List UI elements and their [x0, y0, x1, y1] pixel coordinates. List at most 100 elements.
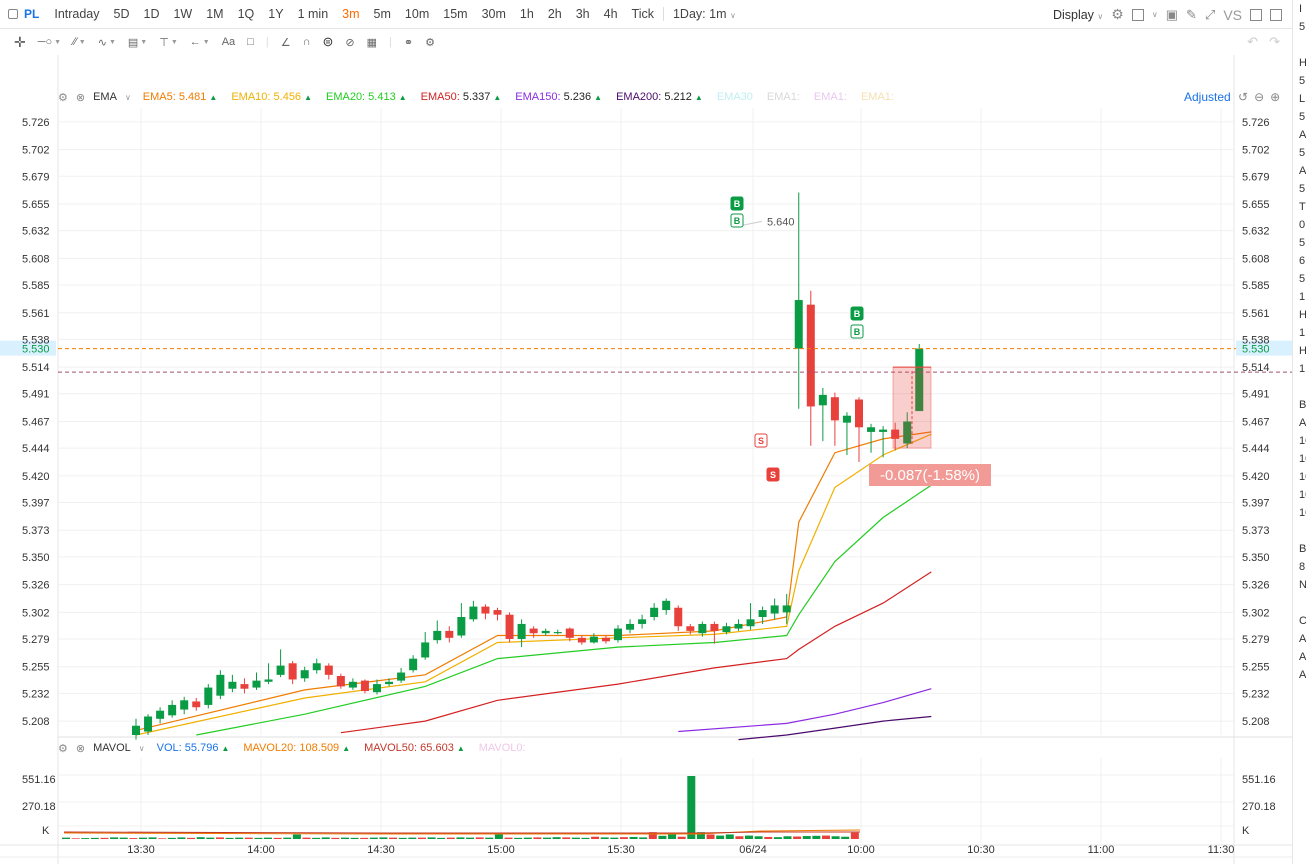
timeframe-1h[interactable]: 1h [519, 7, 534, 21]
gear-icon[interactable]: ⚙ [58, 742, 68, 755]
layout-icon[interactable] [1131, 8, 1144, 21]
minus-icon[interactable]: ⊖ [1254, 90, 1265, 104]
candle-body [782, 605, 791, 613]
timeframe-3m[interactable]: 3m [342, 7, 360, 21]
undo-icon[interactable]: ↶ [1247, 34, 1258, 49]
timeframe-1y[interactable]: 1Y [268, 7, 284, 21]
sidebar-toggle-icon[interactable] [1270, 8, 1282, 21]
timeframe-tick[interactable]: Tick [631, 7, 654, 21]
current-price-tag-left-text: 5.530 [22, 344, 50, 356]
crosshair-icon[interactable]: ✛ [14, 33, 26, 50]
chevron-down-icon[interactable]: ∨ [124, 92, 131, 102]
chevron-down-icon: ∨ [1097, 11, 1104, 21]
timeframe-5d[interactable]: 5D [113, 7, 130, 21]
ema-entry-value: 5.456 [270, 91, 302, 103]
volume-bar [754, 836, 763, 839]
chevron-down-icon[interactable]: ∨ [138, 743, 145, 753]
ema-entry: EMA5: 5.481 ▲ [143, 91, 218, 103]
timeframe-4h[interactable]: 4h [603, 7, 618, 21]
gear-icon[interactable]: ⚙ [1111, 6, 1124, 22]
chevron-down-icon[interactable]: ∨ [1151, 10, 1158, 19]
indicator-name[interactable]: EMA [93, 91, 117, 103]
timeframe-1w[interactable]: 1W [173, 7, 193, 21]
candle-body [529, 628, 538, 634]
timeframe-intraday[interactable]: Intraday [54, 7, 100, 21]
note-tool-icon[interactable]: □ [247, 36, 254, 48]
candle-body [505, 614, 514, 639]
price-tick-left: 5.444 [22, 443, 50, 455]
mavol-entry-label: VOL: [156, 742, 182, 754]
trend-tool-icon[interactable]: ∕∕ ▼ [73, 36, 86, 48]
right-panel-item: 5 [1299, 21, 1306, 33]
right-panel-item: 5 [1299, 147, 1306, 159]
arrow-tool-icon[interactable]: ← ▼ [189, 36, 210, 48]
link-icon[interactable]: ⚭ [403, 36, 414, 49]
ema-entry-faded: EMA30 [716, 91, 753, 103]
volume-bar [119, 837, 128, 839]
candle-body [481, 606, 490, 614]
timeframe-1-min[interactable]: 1 min [297, 7, 329, 21]
reset-icon[interactable]: ↺ [1238, 90, 1249, 104]
adjusted-label[interactable]: Adjusted [1184, 90, 1231, 104]
lock-icon[interactable]: ⊜ [322, 34, 334, 49]
timeframe-15m[interactable]: 15m [443, 7, 468, 21]
volume-bar [158, 838, 167, 839]
adjusted-controls: Adjusted ↺ ⊖ ⊕ [1184, 88, 1280, 106]
line-tool-icon[interactable]: ─○ ▼ [37, 36, 62, 48]
fullscreen-icon[interactable]: ⤢ [1204, 6, 1216, 22]
redo-icon[interactable]: ↷ [1269, 34, 1280, 49]
delete-icon[interactable]: ▦ [366, 36, 377, 49]
right-panel-item: A [1299, 165, 1306, 177]
horizontal-line-icon[interactable]: ⊤ ▼ [159, 36, 178, 49]
timeframe-10m[interactable]: 10m [404, 7, 430, 21]
volume-bar [581, 837, 590, 839]
indicator-name[interactable]: MAVOL [93, 742, 131, 754]
fib-tool-icon[interactable]: ▤ ▼ [127, 36, 148, 49]
time-tick: 10:00 [847, 844, 875, 856]
camera-icon[interactable]: ▣ [1165, 6, 1178, 22]
gear-icon[interactable]: ⚙ [58, 91, 68, 104]
candle-body [734, 623, 743, 629]
candle-body [517, 623, 526, 639]
volume-bar [456, 837, 465, 839]
candle-body [276, 665, 285, 675]
time-tick: 13:30 [127, 844, 155, 856]
text-tool-icon[interactable]: Aa [221, 36, 236, 48]
timeframe-2h[interactable]: 2h [547, 7, 562, 21]
volume-bar [504, 837, 513, 839]
magnet-icon[interactable]: ∩ [302, 36, 311, 48]
volume-bar [610, 837, 619, 839]
close-icon[interactable]: ⊗ [75, 91, 86, 104]
volume-bar [187, 837, 196, 839]
menu-icon[interactable] [8, 9, 18, 19]
hide-icon[interactable]: ⊘ [345, 36, 355, 49]
candle-body [312, 663, 321, 671]
range-select[interactable]: 1Day: 1m ∨ [672, 7, 736, 21]
timeframe-3h[interactable]: 3h [575, 7, 590, 21]
close-icon[interactable]: ⊗ [75, 742, 86, 755]
pattern-tool-icon[interactable]: ∿ ▼ [97, 36, 116, 49]
up-arrow-icon: ▲ [594, 93, 603, 102]
timeframe-30m[interactable]: 30m [481, 7, 506, 21]
plus-icon[interactable]: ⊕ [1270, 90, 1281, 104]
book-icon[interactable] [1250, 8, 1262, 21]
timeframe-5m[interactable]: 5m [373, 7, 391, 21]
up-arrow-icon: ▲ [209, 93, 218, 102]
timeframe-1q[interactable]: 1Q [237, 7, 255, 21]
timeframe-1m[interactable]: 1M [206, 7, 224, 21]
current-price-tag-left [0, 340, 56, 356]
symbol-selector[interactable]: PL [8, 7, 39, 21]
price-tick-left: 5.514 [22, 362, 50, 374]
volume-bar [283, 837, 292, 839]
vs-button[interactable]: VS [1223, 6, 1242, 23]
candle-body [132, 725, 140, 735]
settings-icon[interactable]: ⚙ [425, 36, 435, 49]
pencil-icon[interactable]: ✎ [1186, 6, 1197, 22]
display-button[interactable]: Display ∨ [1052, 7, 1104, 22]
candle-body [662, 600, 671, 611]
ruler-icon[interactable]: ∠ [280, 36, 291, 49]
timeframe-1d[interactable]: 1D [143, 7, 160, 21]
volume-bar [446, 837, 455, 839]
volume-bar [369, 837, 378, 839]
